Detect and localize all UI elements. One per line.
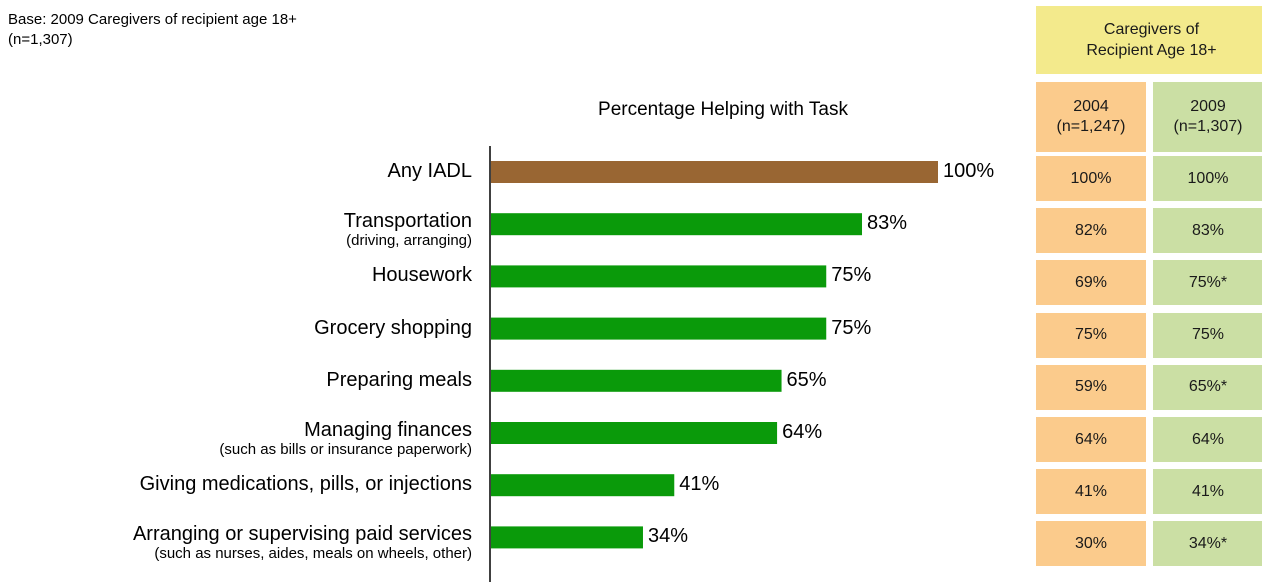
table-cell: 75% [1036, 312, 1146, 358]
base-note: Base: 2009 Caregivers of recipient age 1… [8, 10, 297, 50]
column-header-2004: 2004 (n=1,247) [1036, 82, 1146, 152]
category-label: Grocery shopping [314, 317, 472, 339]
column-header-2009: 2009 (n=1,307) [1153, 82, 1262, 152]
category-label-sub: (such as nurses, aides, meals on wheels,… [154, 545, 472, 563]
table-header: Caregivers of Recipient Age 18+ [1036, 6, 1262, 74]
bar-value-label: 83% [867, 212, 908, 235]
category-label-main: Grocery shopping [314, 316, 472, 339]
category-label-main: Giving medications, pills, or injections [139, 473, 472, 496]
base-note-line-1: Base: 2009 Caregivers of recipient age 1… [8, 11, 297, 28]
table-cell: 34%* [1153, 521, 1262, 567]
table-cell: 41% [1153, 469, 1262, 515]
bar [491, 474, 675, 497]
table-cell: 75% [1153, 312, 1262, 358]
table-cell: 69% [1036, 260, 1146, 306]
table-cell: 65%* [1153, 364, 1262, 410]
category-label-main: Arranging or supervising paid services [132, 523, 472, 546]
category-label: Managing finances (such as bills or insur… [219, 419, 472, 458]
column-year: 2009 [1190, 98, 1226, 115]
table-header-line-1: Caregivers of [1103, 21, 1200, 38]
table-header-line-2: Recipient Age 18+ [1086, 42, 1217, 59]
table-cell: 75%* [1153, 260, 1262, 306]
table-cell: 41% [1036, 469, 1146, 515]
table-cell: 64% [1153, 417, 1262, 462]
bar-value-label: 75% [831, 316, 872, 339]
bar [491, 422, 778, 444]
column-year: 2004 [1073, 98, 1109, 115]
bar-value-label: 65% [786, 368, 827, 391]
category-label-main: Managing finances [304, 419, 472, 441]
table-cell: 100% [1036, 156, 1146, 201]
table-cell: 83% [1153, 208, 1262, 254]
bar [491, 526, 643, 549]
bar-value-label: 100% [943, 160, 995, 182]
bar [491, 265, 827, 288]
category-label: Transportation (driving, arranging) [344, 210, 472, 249]
category-label: Preparing meals [326, 369, 472, 391]
table-cell: 30% [1036, 521, 1146, 567]
base-note-line-2: (n=1,307) [8, 31, 73, 48]
column-n: (n=1,307) [1173, 118, 1243, 135]
bar-value-label: 41% [679, 473, 720, 496]
bar-value-label: 64% [782, 421, 823, 443]
bar-value-label: 75% [831, 264, 872, 287]
column-n: (n=1,247) [1056, 118, 1126, 135]
category-label-main: Preparing meals [326, 368, 472, 391]
bar-value-label: 34% [647, 525, 688, 548]
category-label-sub: (such as bills or insurance paperwork) [219, 441, 472, 458]
category-label: Giving medications, pills, or injections [140, 473, 472, 495]
category-label-sub: (driving, arranging) [346, 232, 472, 250]
chart-title: Percentage Helping with Task [598, 99, 848, 120]
category-label: Housework [372, 264, 472, 286]
category-label: Arranging or supervising paid services (s… [133, 523, 472, 562]
category-label-main: Any IADL [387, 160, 472, 182]
category-label-main: Transportation [343, 210, 472, 233]
category-label: Any IADL [388, 160, 472, 182]
table-cell: 59% [1036, 364, 1146, 410]
table-cell: 82% [1036, 208, 1146, 254]
category-label-main: Housework [371, 264, 472, 287]
bar [491, 369, 782, 392]
table-cell: 100% [1153, 156, 1262, 201]
bar [491, 161, 938, 183]
bar [491, 317, 827, 340]
table-cell: 64% [1036, 417, 1146, 462]
bar [491, 213, 863, 236]
